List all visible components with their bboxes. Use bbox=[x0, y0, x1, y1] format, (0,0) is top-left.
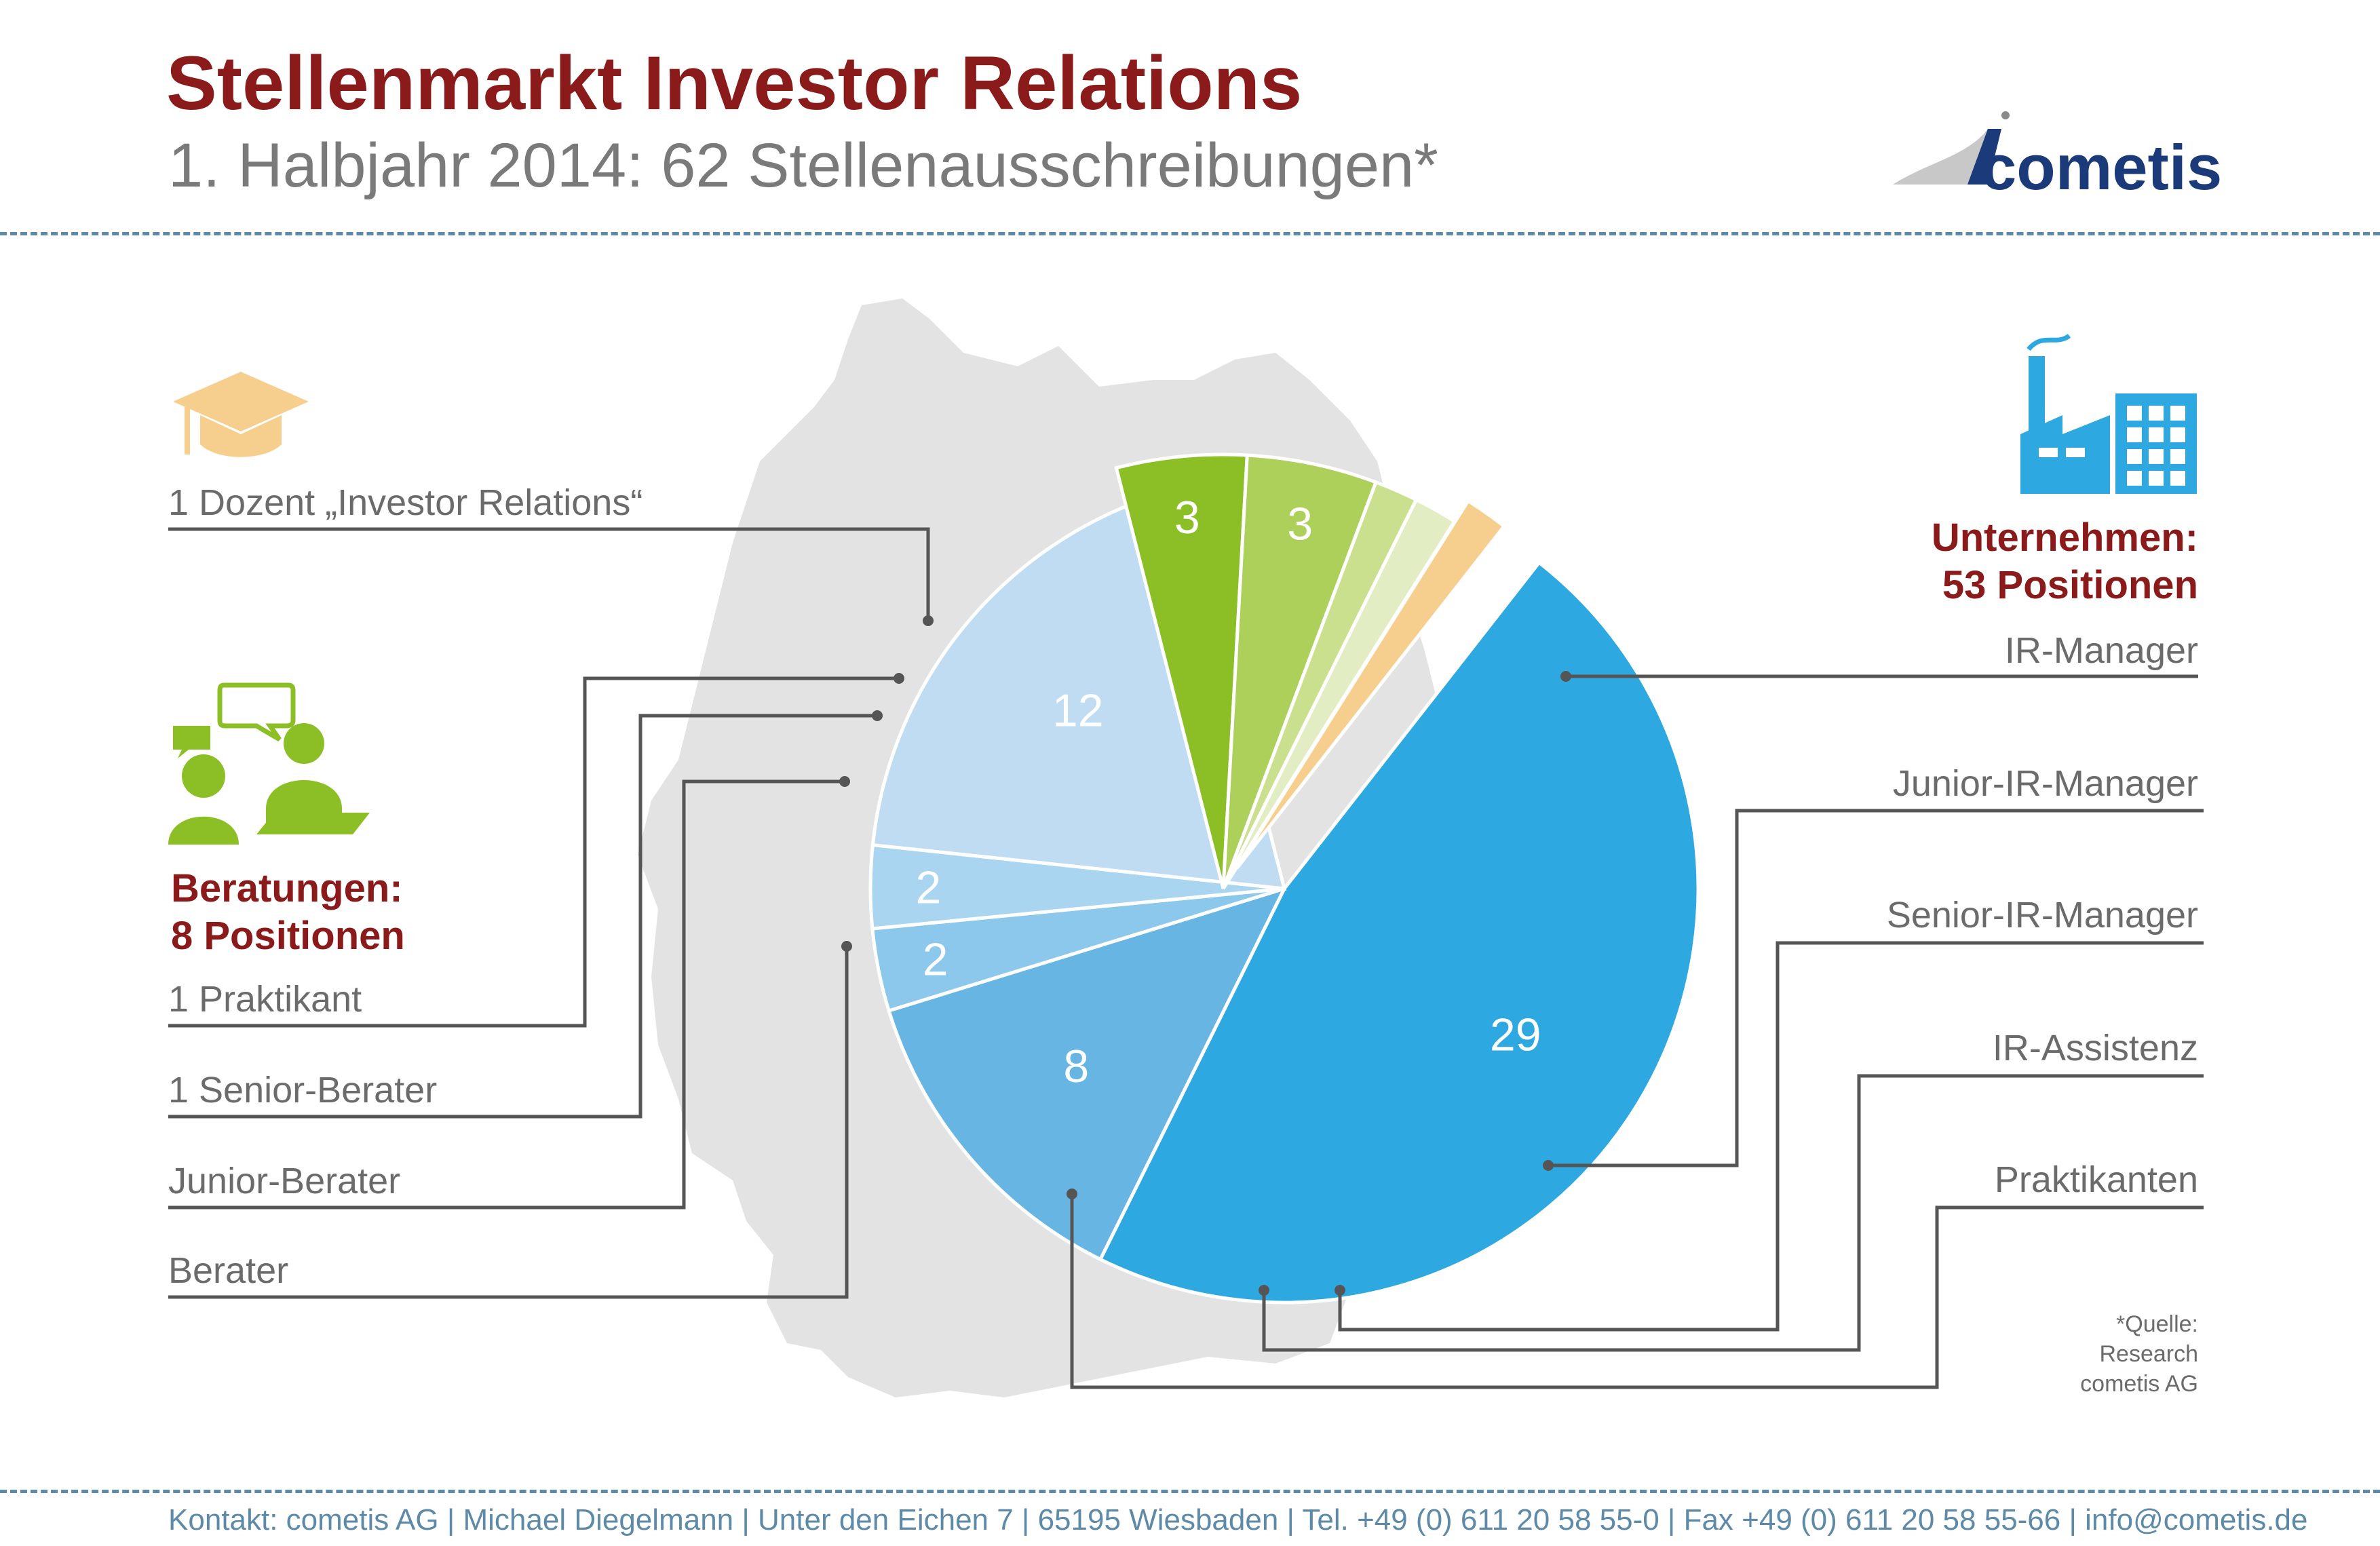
label-senior-ir-manager: Senior-IR-Manager bbox=[1886, 895, 2198, 935]
callout-line-praktikant bbox=[168, 676, 899, 1028]
callout-line-berater bbox=[168, 946, 849, 1299]
group-beratungen-title: Beratungen: 8 Positionen bbox=[171, 865, 405, 960]
graduation-cap-icon bbox=[173, 372, 309, 457]
cometis-logo-icon bbox=[1893, 111, 2010, 185]
label-ir-manager: IR-Manager bbox=[2004, 630, 2198, 671]
pie-slice-dozent-investor-relations bbox=[1235, 498, 1507, 870]
label-praktikant: 1 Praktikant bbox=[168, 979, 362, 1020]
label-praktikanten: Praktikanten bbox=[1994, 1159, 2198, 1200]
source-line2: Research bbox=[2099, 1341, 2198, 1367]
pie-slice-value-label: 2 bbox=[915, 862, 941, 914]
label-junior-berater: Junior-Berater bbox=[168, 1161, 401, 1201]
group-beratungen-line1: Beratungen: bbox=[171, 866, 403, 910]
page-subtitle: 1. Halbjahr 2014: 62 Stellenausschreibun… bbox=[168, 131, 1438, 200]
pie-slice-value-label: 3 bbox=[1174, 492, 1200, 543]
callout-line-dozent bbox=[168, 527, 930, 621]
footer-divider bbox=[0, 1490, 2380, 1493]
label-berater: Berater bbox=[168, 1250, 289, 1291]
group-unternehmen-line1: Unternehmen: bbox=[1931, 516, 2198, 560]
pie-slice-ir-manager bbox=[1098, 560, 1700, 1305]
factory-icon bbox=[2020, 334, 2197, 494]
label-junior-ir-manager: Junior-IR-Manager bbox=[1892, 763, 2198, 804]
pie-slice-berater bbox=[1114, 452, 1249, 889]
consulting-people-icon bbox=[168, 682, 370, 845]
label-dozent: 1 Dozent „Investor Relations“ bbox=[168, 482, 643, 523]
group-unternehmen-title: Unternehmen: 53 Positionen bbox=[1932, 514, 2198, 609]
callout-line-praktikanten bbox=[1070, 1194, 2204, 1389]
callout-line-senior-ir-manager bbox=[1338, 941, 2204, 1332]
pie-slice-value-label: 2 bbox=[923, 933, 948, 985]
page-title: Stellenmarkt Investor Relations bbox=[166, 41, 1303, 125]
source-note: *Quelle: Research cometis AG bbox=[2035, 1309, 2198, 1399]
callout-line-junior-ir-manager bbox=[1548, 809, 2204, 1167]
pie-slice-value-label: 8 bbox=[1063, 1041, 1089, 1092]
group-unternehmen-line2: 53 Positionen bbox=[1942, 563, 2198, 607]
pie-slice-value-label: 3 bbox=[1287, 498, 1313, 549]
callout-line-senior-berater bbox=[168, 714, 877, 1119]
cometis-logo-text: cometis bbox=[1981, 132, 2223, 203]
group-beratungen-line2: 8 Positionen bbox=[171, 914, 405, 958]
callout-line-ir-assistenz bbox=[1262, 1074, 2204, 1352]
source-line1: *Quelle: bbox=[2116, 1311, 2198, 1337]
label-senior-berater: 1 Senior-Berater bbox=[168, 1070, 438, 1110]
callout-line-junior-berater bbox=[168, 779, 845, 1210]
pie-slice-value-label: 29 bbox=[1490, 1009, 1541, 1060]
source-line3: cometis AG bbox=[2080, 1371, 2198, 1397]
label-ir-assistenz: IR-Assistenz bbox=[1992, 1028, 2198, 1068]
header-divider bbox=[0, 232, 2380, 235]
footer-contact: Kontakt: cometis AG | Michael Diegelmann… bbox=[168, 1503, 2308, 1537]
pie-slice-junior-berater bbox=[1221, 453, 1379, 889]
pie-slice-value-label: 12 bbox=[1052, 684, 1104, 736]
